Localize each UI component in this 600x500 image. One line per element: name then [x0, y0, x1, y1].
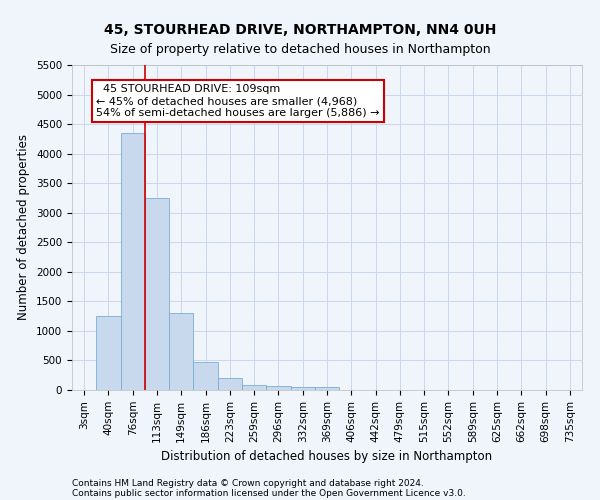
Bar: [266, 386, 290, 390]
Text: 45 STOURHEAD DRIVE: 109sqm
← 45% of detached houses are smaller (4,968)
54% of s: 45 STOURHEAD DRIVE: 109sqm ← 45% of deta…: [96, 84, 380, 117]
Text: 45, STOURHEAD DRIVE, NORTHAMPTON, NN4 0UH: 45, STOURHEAD DRIVE, NORTHAMPTON, NN4 0U…: [104, 22, 496, 36]
Bar: [315, 387, 339, 390]
Bar: [242, 384, 266, 390]
Bar: [96, 316, 121, 390]
Y-axis label: Number of detached properties: Number of detached properties: [17, 134, 31, 320]
Bar: [290, 387, 315, 390]
Text: Size of property relative to detached houses in Northampton: Size of property relative to detached ho…: [110, 42, 490, 56]
Text: Contains public sector information licensed under the Open Government Licence v3: Contains public sector information licen…: [72, 488, 466, 498]
Bar: [169, 313, 193, 390]
Text: Contains HM Land Registry data © Crown copyright and database right 2024.: Contains HM Land Registry data © Crown c…: [72, 478, 424, 488]
Bar: [218, 378, 242, 390]
Bar: [193, 362, 218, 390]
X-axis label: Distribution of detached houses by size in Northampton: Distribution of detached houses by size …: [161, 450, 493, 463]
Bar: [121, 133, 145, 390]
Bar: [145, 198, 169, 390]
